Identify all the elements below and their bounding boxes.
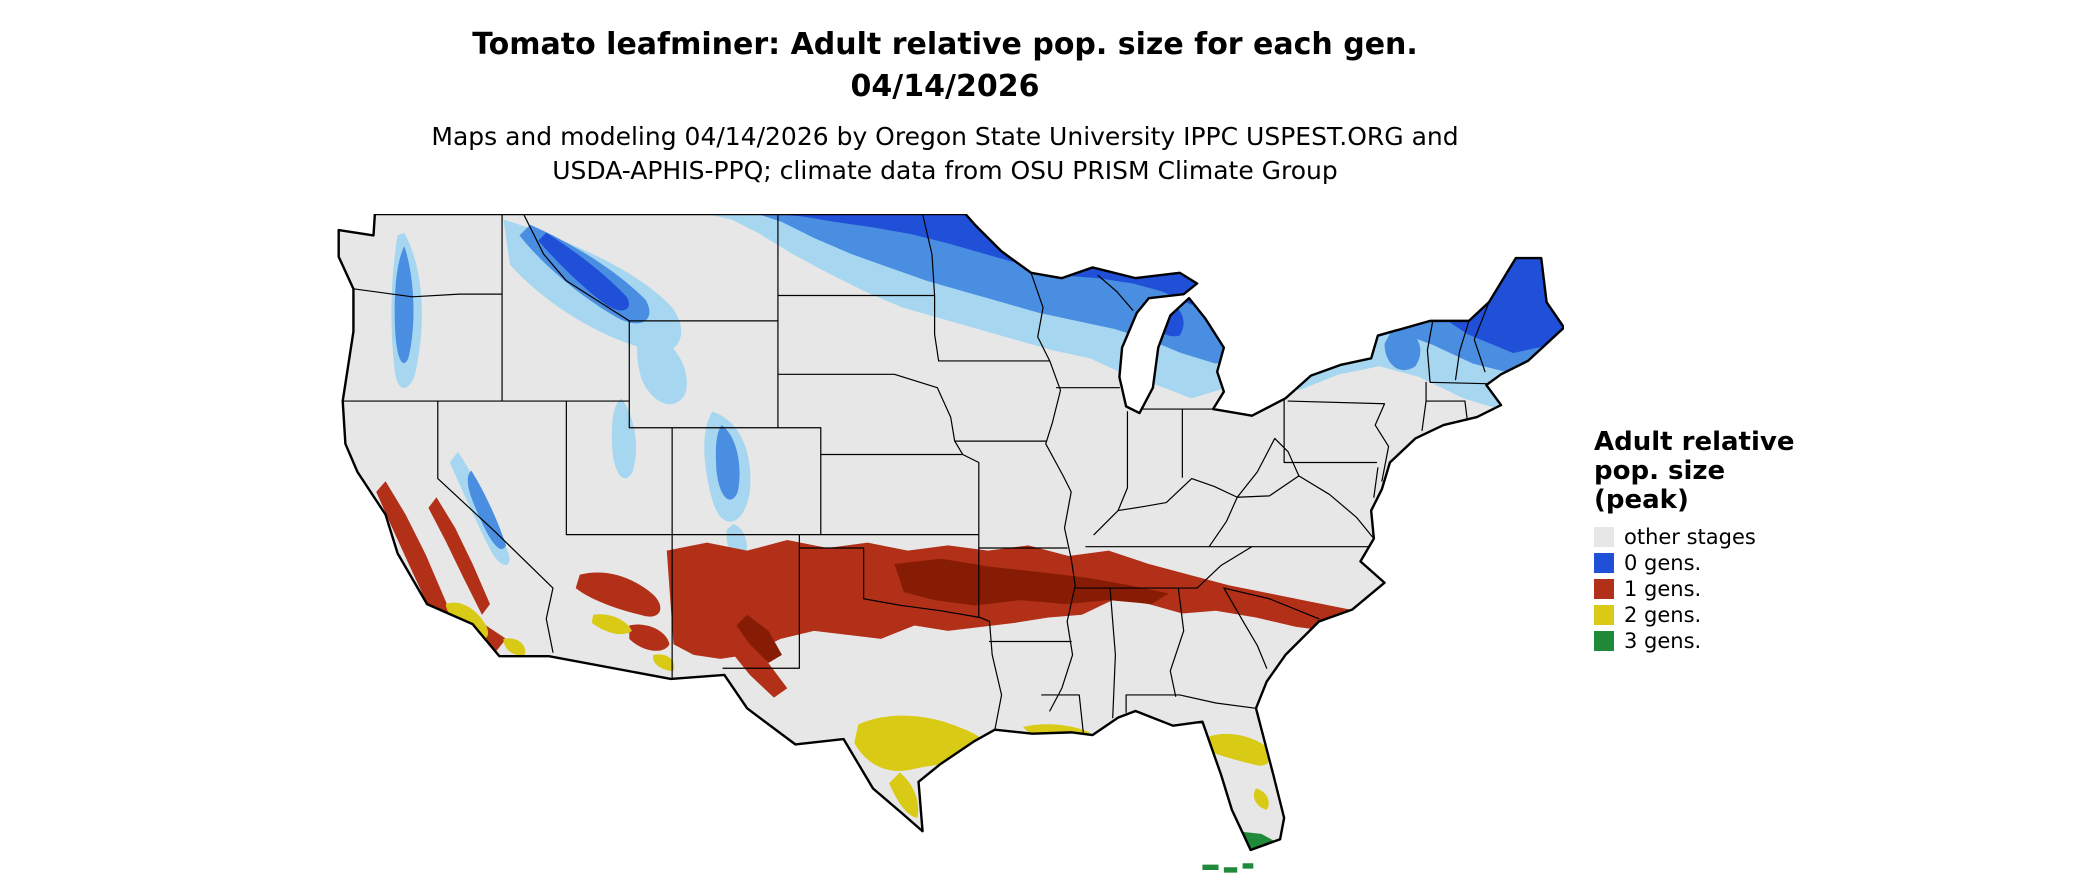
legend-title-line2: pop. size <box>1594 456 1726 486</box>
legend-item-0-gens: 0 gens. <box>1594 550 1884 576</box>
map-title-date: 04/14/2026 <box>850 69 1040 104</box>
header: Tomato leafminer: Adult relative pop. si… <box>0 24 1890 188</box>
legend-swatch-3-gens <box>1594 631 1614 651</box>
legend-title-line3: (peak) <box>1594 485 1689 515</box>
legend-item-label: 0 gens. <box>1624 551 1702 575</box>
map-title-line1: Tomato leafminer: Adult relative pop. si… <box>472 27 1418 62</box>
legend-swatch-2-gens <box>1594 605 1614 625</box>
legend: Adult relative pop. size (peak) other st… <box>1594 428 1884 654</box>
legend-item-label: 3 gens. <box>1624 629 1702 653</box>
region-one-generation-red <box>376 481 1380 698</box>
map-subtitle-line2: USDA-APHIS-PPQ; climate data from OSU PR… <box>552 156 1338 185</box>
legend-item-label: other stages <box>1624 525 1756 549</box>
legend-item-label: 1 gens. <box>1624 577 1702 601</box>
map-subtitle: Maps and modeling 04/14/2026 by Oregon S… <box>0 120 1890 188</box>
legend-item-2-gens: 2 gens. <box>1594 602 1884 628</box>
legend-item-3-gens: 3 gens. <box>1594 628 1884 654</box>
legend-item-1-gens: 1 gens. <box>1594 576 1884 602</box>
legend-swatch-other-stages <box>1594 527 1614 547</box>
legend-item-other-stages: other stages <box>1594 524 1884 550</box>
legend-title-line1: Adult relative <box>1594 427 1795 457</box>
region-one-generation-dark-red <box>736 558 1169 663</box>
map-subtitle-line1: Maps and modeling 04/14/2026 by Oregon S… <box>431 122 1459 151</box>
legend-item-label: 2 gens. <box>1624 603 1702 627</box>
us-map <box>332 214 1564 882</box>
state-borders <box>342 214 1490 733</box>
legend-title: Adult relative pop. size (peak) <box>1594 428 1884 515</box>
legend-items: other stages 0 gens. 1 gens. 2 gens. 3 g… <box>1594 524 1884 654</box>
map-title: Tomato leafminer: Adult relative pop. si… <box>0 24 1890 108</box>
legend-swatch-0-gens <box>1594 553 1614 573</box>
legend-swatch-1-gens <box>1594 579 1614 599</box>
florida-keys-gen3 <box>1202 863 1254 873</box>
